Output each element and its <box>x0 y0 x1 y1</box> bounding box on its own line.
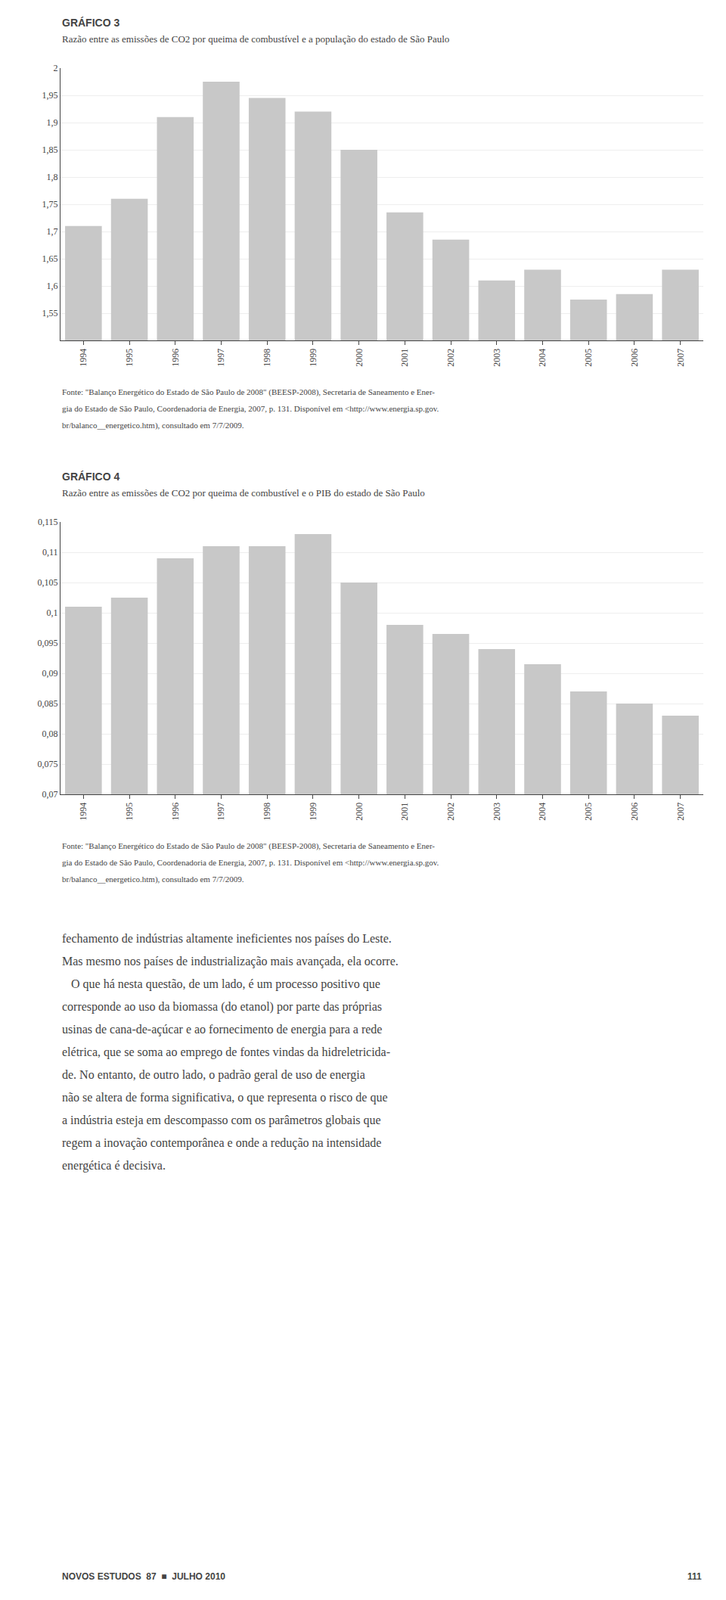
svg-text:Fonte: "Balanço Energético do: Fonte: "Balanço Energético do Estado de … <box>62 840 435 851</box>
svg-text:elétrica, que se soma ao empre: elétrica, que se soma ao emprego de font… <box>62 1045 391 1059</box>
svg-text:GRÁFICO 3: GRÁFICO 3 <box>62 16 120 29</box>
svg-text:2007: 2007 <box>675 348 686 367</box>
svg-text:1,9: 1,9 <box>46 117 59 128</box>
svg-text:0,07: 0,07 <box>42 788 59 800</box>
svg-text:2005: 2005 <box>583 802 594 821</box>
svg-text:1,95: 1,95 <box>42 89 59 101</box>
svg-text:regem a inovação contemporânea: regem a inovação contemporânea e onde a … <box>62 1135 382 1150</box>
svg-text:NOVOS ESTUDOS 87 ■ JULHO 20: NOVOS ESTUDOS 87 ■ JULHO 2010 <box>62 1570 226 1582</box>
svg-text:2003: 2003 <box>491 348 503 367</box>
svg-text:2000: 2000 <box>353 348 365 367</box>
svg-text:0,105: 0,105 <box>37 577 59 588</box>
svg-text:111: 111 <box>687 1570 702 1582</box>
svg-text:br/balanco__energetico.htm), c: br/balanco__energetico.htm), consultado … <box>62 874 245 885</box>
svg-text:1997: 1997 <box>215 348 227 367</box>
svg-text:gia do Estado de São Paulo, Co: gia do Estado de São Paulo, Coordenadori… <box>62 857 440 867</box>
svg-text:0,11: 0,11 <box>42 546 59 558</box>
svg-text:2002: 2002 <box>445 348 457 367</box>
svg-text:1994: 1994 <box>77 348 89 367</box>
svg-text:2: 2 <box>53 62 59 74</box>
svg-text:2000: 2000 <box>353 802 365 821</box>
svg-text:0,09: 0,09 <box>42 667 59 679</box>
svg-text:1,85: 1,85 <box>42 144 59 156</box>
svg-text:1997: 1997 <box>215 802 227 821</box>
svg-text:2002: 2002 <box>445 802 457 821</box>
svg-text:de. No entanto, de outro lado,: de. No entanto, de outro lado, o padrão … <box>62 1067 366 1082</box>
svg-text:1999: 1999 <box>307 348 319 367</box>
svg-text:1,7: 1,7 <box>46 226 59 237</box>
svg-text:Razão entre as emissões de CO2: Razão entre as emissões de CO2 por queim… <box>62 487 426 499</box>
svg-text:2007: 2007 <box>675 802 686 821</box>
svg-text:não se altera de forma signifi: não se altera de forma significativa, o … <box>62 1090 388 1105</box>
svg-text:1998: 1998 <box>261 802 273 821</box>
svg-text:2006: 2006 <box>629 802 640 821</box>
svg-text:a indústria esteja em descompa: a indústria esteja em descompasso com os… <box>62 1113 382 1127</box>
svg-text:1994: 1994 <box>77 802 89 821</box>
svg-text:Razão entre as emissões de CO2: Razão entre as emissões de CO2 por queim… <box>62 33 450 45</box>
svg-text:1,6: 1,6 <box>46 280 59 292</box>
svg-text:1,55: 1,55 <box>42 307 59 319</box>
svg-text:2005: 2005 <box>583 348 594 367</box>
svg-text:2004: 2004 <box>536 348 548 367</box>
svg-text:2004: 2004 <box>536 802 548 821</box>
svg-text:1999: 1999 <box>307 802 319 821</box>
svg-text:1,8: 1,8 <box>46 171 59 183</box>
svg-text:1,75: 1,75 <box>42 198 59 210</box>
svg-text:2003: 2003 <box>491 802 503 821</box>
svg-text:O que há nesta questão, de um: O que há nesta questão, de um lado, é um… <box>62 977 381 991</box>
svg-text:gia do Estado de São Paulo, Co: gia do Estado de São Paulo, Coordenadori… <box>62 403 440 413</box>
svg-text:Fonte: "Balanço Energético do: Fonte: "Balanço Energético do Estado de … <box>62 387 435 398</box>
svg-text:1996: 1996 <box>170 348 181 367</box>
svg-text:0,1: 0,1 <box>46 607 59 618</box>
svg-text:2001: 2001 <box>399 348 410 367</box>
svg-text:fechamento de indústrias altam: fechamento de indústrias altamente inefi… <box>62 931 392 946</box>
svg-text:0,075: 0,075 <box>37 758 59 770</box>
svg-text:energética é decisiva.: energética é decisiva. <box>62 1158 166 1173</box>
svg-text:1995: 1995 <box>124 348 135 367</box>
svg-text:1996: 1996 <box>170 802 181 821</box>
svg-text:1,65: 1,65 <box>42 253 59 264</box>
svg-text:Mas mesmo nos países de indust: Mas mesmo nos países de industrialização… <box>62 954 399 968</box>
svg-text:2001: 2001 <box>399 802 410 821</box>
svg-text:0,08: 0,08 <box>42 728 59 739</box>
svg-text:1998: 1998 <box>261 348 273 367</box>
svg-text:1995: 1995 <box>124 802 135 821</box>
svg-text:2006: 2006 <box>629 348 640 367</box>
svg-text:0,095: 0,095 <box>37 637 59 649</box>
svg-text:usinas de cana-de-açúcar e ao: usinas de cana-de-açúcar e ao fornecimen… <box>62 1022 382 1037</box>
svg-text:GRÁFICO 4: GRÁFICO 4 <box>62 470 120 483</box>
svg-text:br/balanco__energetico.htm), c: br/balanco__energetico.htm), consultado … <box>62 420 245 431</box>
svg-text:0,085: 0,085 <box>37 698 59 709</box>
svg-text:0,115: 0,115 <box>37 516 59 528</box>
svg-text:corresponde ao uso da biomassa: corresponde ao uso da biomassa (do etano… <box>62 999 382 1014</box>
